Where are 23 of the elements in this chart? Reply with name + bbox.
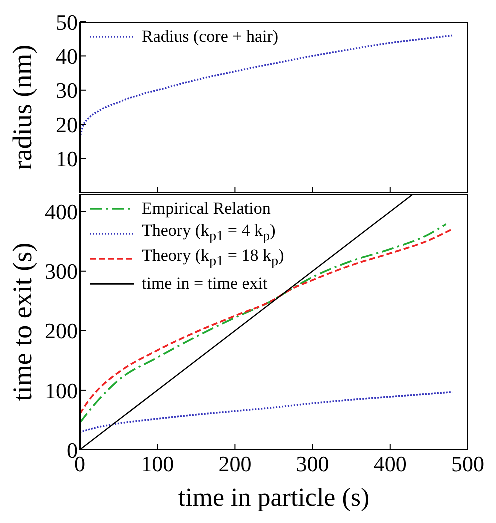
y-tick-label: 100 xyxy=(45,378,78,404)
y-tick-label: 20 xyxy=(56,112,78,138)
y-tick-label: 40 xyxy=(56,44,78,70)
legend-label: Theory (k$_{p1}$ = 18 k$_{p}$) xyxy=(142,246,284,271)
y-tick-label: 200 xyxy=(45,318,78,344)
x-tick-label: 200 xyxy=(218,452,252,477)
x-tick-label: 400 xyxy=(374,452,407,477)
line-series xyxy=(80,391,454,434)
legend-label: time in = time exit xyxy=(142,274,268,294)
x-axis-title: time in particle (s) xyxy=(178,483,370,512)
y-tick-label: 30 xyxy=(56,78,78,104)
y-axis-title: time to exit (s) xyxy=(8,242,38,402)
legend-label: Empirical Relation xyxy=(142,198,271,218)
y-tick-label: 400 xyxy=(45,200,78,225)
legend-label: Theory (k$_{p1}$ = 4 k$_{p}$) xyxy=(142,221,276,246)
y-axis-title: radius (nm) xyxy=(8,44,38,170)
x-tick-label: 500 xyxy=(452,452,484,477)
y-tick-label: 300 xyxy=(45,259,78,284)
legend-label: Radius (core + hair) xyxy=(142,26,279,46)
x-tick-label: 100 xyxy=(141,452,174,477)
x-tick-label: 300 xyxy=(296,452,330,477)
y-tick-label: 50 xyxy=(56,10,78,35)
y-tick-label: 10 xyxy=(56,146,78,172)
